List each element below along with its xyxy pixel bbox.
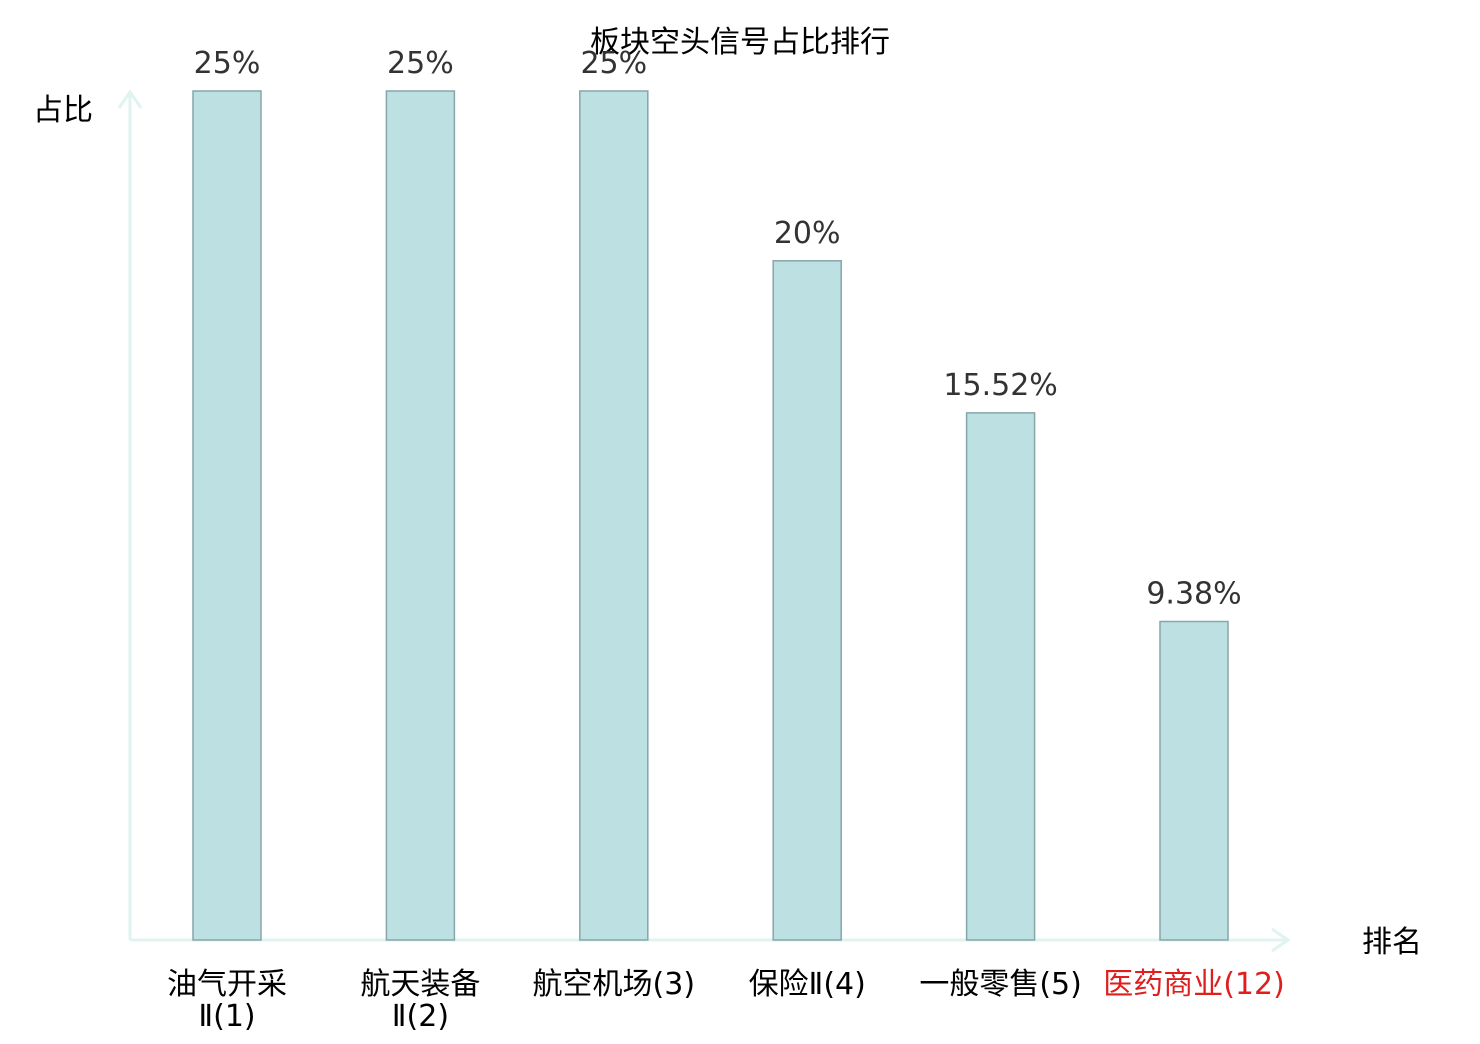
category-label-line: 航天装备 xyxy=(360,967,480,1002)
axes xyxy=(117,89,1291,953)
category-label-line: 航空机场(3) xyxy=(533,967,696,1002)
category-label-line: Ⅱ(2) xyxy=(392,999,449,1034)
bar-3 xyxy=(579,90,649,941)
category-label-2: 航天装备 Ⅱ(2) xyxy=(360,967,480,1034)
bar-2 xyxy=(385,90,456,941)
category-label-6: 医药商业(12) xyxy=(1103,967,1285,1002)
x-axis-label: 排名 xyxy=(1362,925,1422,960)
value-label-6: 9.38% xyxy=(1146,577,1241,612)
bar-5 xyxy=(965,412,1036,941)
category-label-5: 一般零售(5) xyxy=(919,967,1082,1002)
value-labels: 25% 25% 25% 20% 15.52% 9.38% xyxy=(194,46,1242,612)
category-label-3: 航空机场(3) xyxy=(533,967,696,1002)
category-label-line: 保险Ⅱ(4) xyxy=(749,967,866,1002)
value-label-3: 25% xyxy=(580,46,647,81)
category-label-1: 油气开采 Ⅱ(1) xyxy=(167,967,287,1034)
category-label-line: Ⅱ(1) xyxy=(198,999,255,1034)
x-axis-arrowhead xyxy=(1271,927,1291,953)
value-label-5: 15.52% xyxy=(943,368,1057,403)
value-label-4: 20% xyxy=(774,216,841,251)
value-label-1: 25% xyxy=(194,46,261,81)
bar-6 xyxy=(1159,620,1229,941)
category-labels: 油气开采 Ⅱ(1) 航天装备 Ⅱ(2) 航空机场(3) 保险Ⅱ(4) 一般零售(5) 医药商业… xyxy=(167,967,1285,1034)
bars xyxy=(192,90,1229,941)
category-label-line: 医药商业(12) xyxy=(1103,967,1285,1002)
category-label-line: 一般零售(5) xyxy=(919,967,1082,1002)
chart-title: 板块空头信号占比排行 xyxy=(590,25,890,60)
y-axis-label: 占比 xyxy=(33,93,93,128)
category-label-4: 保险Ⅱ(4) xyxy=(749,967,866,1002)
bar-4 xyxy=(772,260,842,941)
value-label-2: 25% xyxy=(387,46,454,81)
bar-1 xyxy=(192,90,262,941)
category-label-line: 油气开采 xyxy=(167,967,287,1002)
y-axis-arrowhead xyxy=(117,89,143,109)
